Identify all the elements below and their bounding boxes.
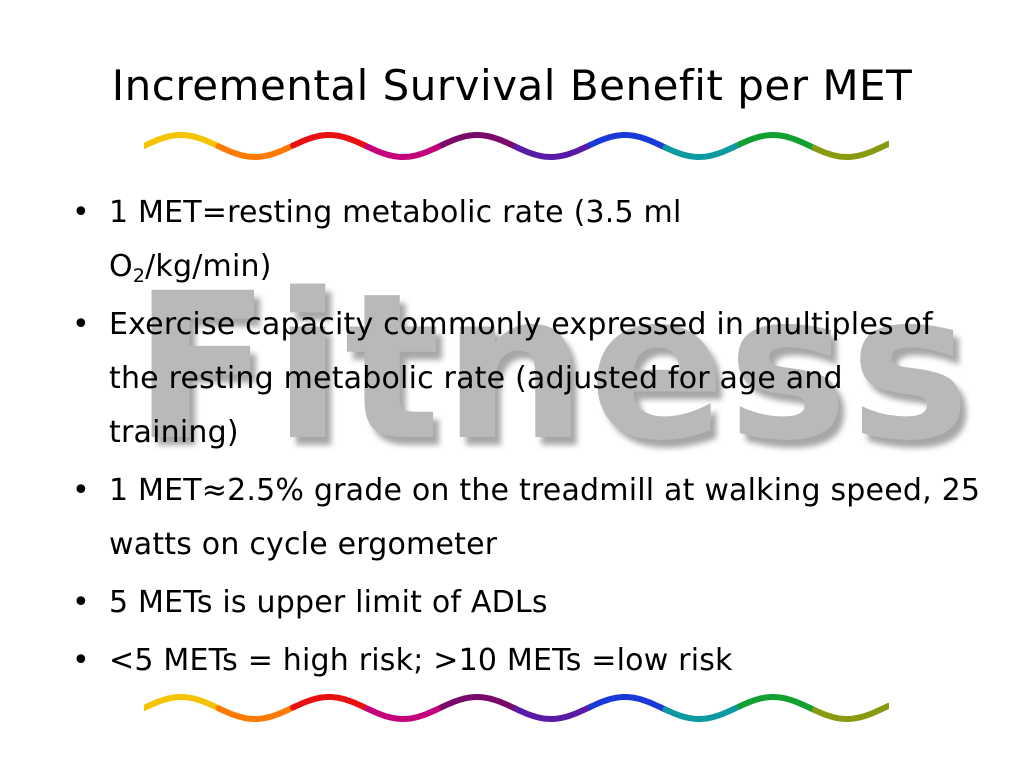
wave-segment — [737, 132, 817, 151]
wave-segment — [811, 140, 889, 160]
wave-segment — [737, 694, 817, 713]
bullet-dot: • — [72, 307, 90, 342]
wave-segment — [588, 694, 668, 713]
bullet-text-unit: /kg/min) — [145, 249, 272, 284]
bullet-text: 1 MET=resting metabolic rate (3.5 ml — [109, 195, 682, 230]
bullet-text: 1 MET≈2.5% grade on the treadmill at wal… — [109, 473, 981, 562]
bullet-text: <5 METs = high risk; >10 METs =low risk — [109, 643, 733, 678]
rainbow-wave-bottom — [144, 694, 889, 722]
wave-segment — [215, 704, 296, 722]
wave-segment — [439, 694, 519, 712]
wave-segment — [439, 132, 519, 150]
wave-segment — [215, 142, 296, 160]
bullet-list: • 1 MET=resting metabolic rate (3.5 ml O… — [72, 186, 982, 692]
bullet-dot: • — [72, 643, 90, 678]
bullet-item-3: • 1 MET≈2.5% grade on the treadmill at w… — [72, 464, 982, 572]
rainbow-wave-top — [144, 132, 889, 160]
wave-segment — [662, 141, 743, 160]
wave-segment — [588, 132, 668, 151]
bullet-text: Exercise capacity commonly expressed in … — [109, 307, 933, 450]
wave-segment — [662, 703, 743, 722]
bullet-item-1: • 1 MET=resting metabolic rate (3.5 ml O… — [72, 186, 982, 294]
wave-segment — [364, 142, 445, 160]
wave-segment — [811, 702, 889, 722]
wave-segment — [144, 132, 221, 149]
bullet-item-4: • 5 METs is upper limit of ADLs — [72, 576, 982, 630]
bullet-dot: • — [72, 195, 90, 230]
subscript-2: 2 — [132, 265, 146, 287]
wave-segment — [144, 694, 221, 711]
bullet-item-2: • Exercise capacity commonly expressed i… — [72, 298, 982, 460]
bullet-dot: • — [72, 473, 90, 508]
bullet-text: 5 METs is upper limit of ADLs — [109, 585, 548, 620]
wave-segment — [513, 141, 594, 160]
slide-title: Incremental Survival Benefit per MET — [111, 61, 913, 110]
fitness-watermark: Fitness — [133, 249, 973, 485]
bullet-item-5: • <5 METs = high risk; >10 METs =low ris… — [72, 634, 982, 688]
wave-segment — [364, 704, 445, 722]
wave-segment — [290, 132, 370, 150]
wave-segment — [513, 703, 594, 722]
bullet-dot: • — [72, 585, 90, 620]
bullet-text-o: O — [109, 249, 133, 284]
wave-segment — [290, 694, 370, 712]
